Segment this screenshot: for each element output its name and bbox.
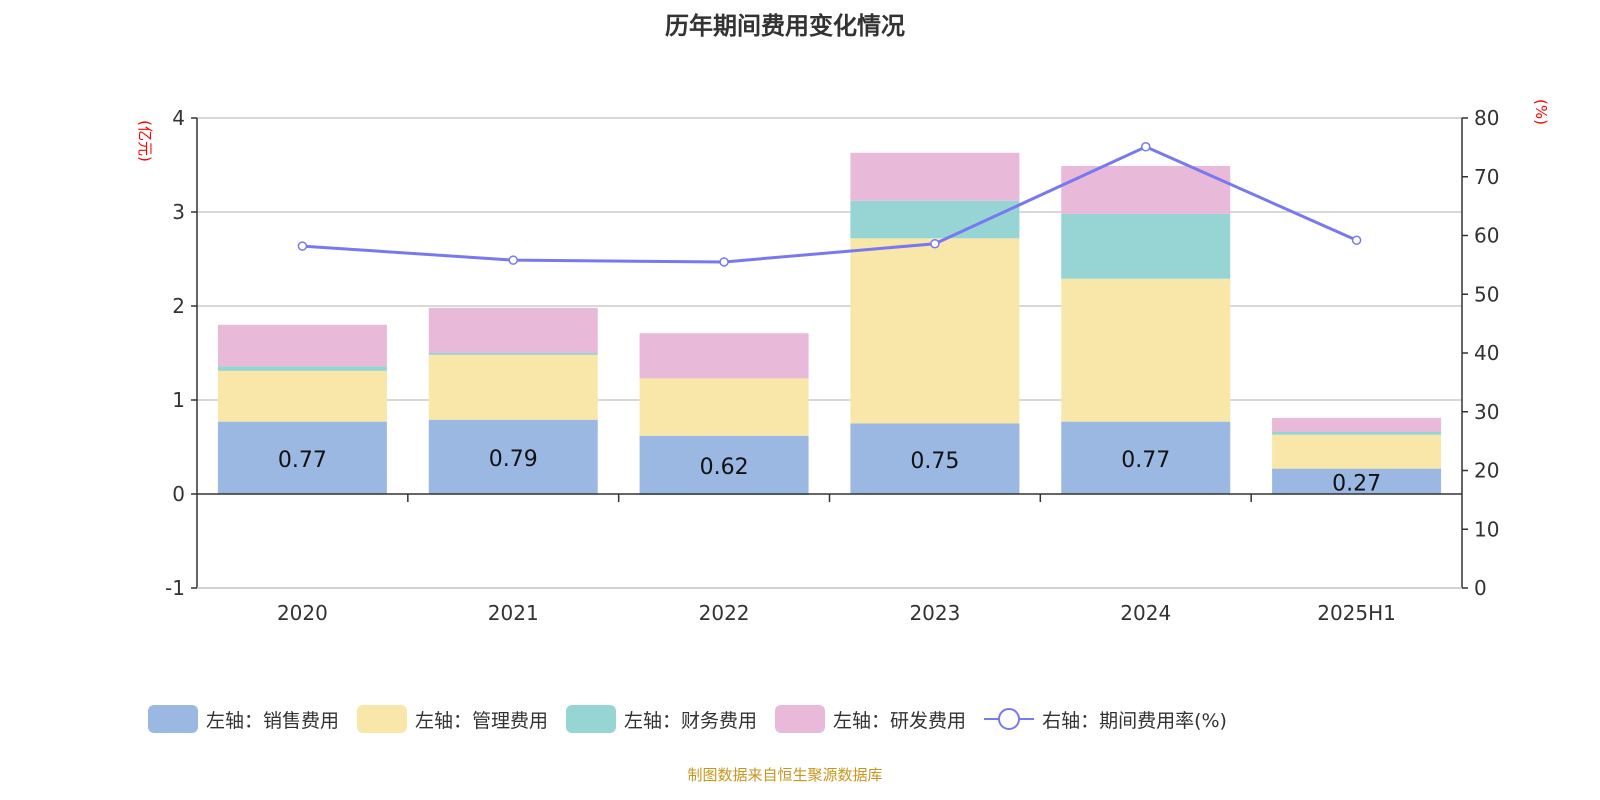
left-axis-label: (亿元): [136, 120, 154, 162]
right-tick-label: 70: [1474, 165, 1499, 189]
bar-segment: [217, 370, 387, 422]
x-tick-label: 2020: [277, 601, 328, 625]
bar-segment: [639, 378, 809, 436]
legend-item[interactable]: 左轴：销售费用: [148, 705, 339, 733]
left-tick-label: 3: [172, 200, 185, 224]
line-point: [930, 238, 940, 249]
x-tick-label: 2024: [1120, 601, 1171, 625]
right-tick-label: 10: [1474, 517, 1499, 541]
bar-data-label: 0.79: [489, 447, 538, 472]
right-tick-label: 80: [1474, 106, 1499, 130]
bar-segment: [1061, 278, 1231, 422]
legend-swatch: [357, 705, 408, 733]
legend-label: 左轴：研发费用: [833, 709, 967, 732]
bar-segment: [428, 353, 598, 355]
bar-data-label: 0.27: [1332, 471, 1381, 496]
right-tick-label: 0: [1474, 576, 1487, 600]
legend-swatch: [566, 705, 617, 733]
bar-segment: [1272, 431, 1442, 435]
x-tick-label: 2021: [488, 601, 539, 625]
x-tick-label: 2025H1: [1317, 601, 1396, 625]
legend-line-icon: [984, 708, 1035, 730]
bar-segment: [850, 200, 1020, 239]
legend-item[interactable]: 左轴：管理费用: [357, 705, 548, 733]
bar-segment: [1061, 421, 1231, 494]
bar-segment: [850, 152, 1020, 201]
bar-data-label: 0.77: [1121, 448, 1170, 473]
bar-segment: [1272, 468, 1442, 494]
legend-item[interactable]: 右轴：期间费用率(%): [984, 705, 1227, 733]
right-tick-label: 20: [1474, 459, 1499, 483]
line-series: [302, 145, 1358, 264]
right-axis-label: (%): [1532, 99, 1550, 125]
right-tick-label: 60: [1474, 224, 1499, 248]
right-tick-label: 40: [1474, 341, 1499, 365]
legend-label: 左轴：管理费用: [415, 709, 549, 732]
bar-data-label: 0.77: [278, 448, 327, 473]
legend-item[interactable]: 左轴：财务费用: [566, 705, 757, 733]
bar-segment: [1061, 213, 1231, 279]
bar-segment: [217, 324, 387, 367]
legend-item[interactable]: 左轴：研发费用: [775, 705, 966, 733]
line-point: [508, 255, 518, 265]
legend-swatch: [775, 705, 826, 733]
bar-segment: [428, 354, 598, 420]
left-tick-label: 1: [172, 388, 185, 412]
legend-label: 左轴：财务费用: [624, 709, 758, 732]
bar-segment: [217, 366, 387, 371]
left-tick-label: 4: [172, 106, 185, 130]
x-tick-label: 2022: [699, 601, 750, 625]
legend-label: 右轴：期间费用率(%): [1042, 709, 1227, 732]
bar-segment: [850, 238, 1020, 424]
bar-segment: [1272, 417, 1442, 432]
x-tick-label: 2023: [909, 601, 960, 625]
legend-label: 左轴：销售费用: [206, 709, 340, 732]
bar-segment: [217, 421, 387, 494]
bar-segment: [1272, 434, 1442, 469]
bar-data-label: 0.62: [700, 455, 749, 480]
line-point: [1351, 235, 1362, 245]
bar-segment: [850, 423, 1020, 494]
bar-segment: [428, 419, 598, 494]
chart-title: 历年期间费用变化情况: [665, 12, 905, 40]
right-tick-label: 30: [1474, 400, 1499, 424]
right-tick-label: 50: [1474, 282, 1499, 306]
bar-segment: [639, 333, 809, 379]
bar-segment: [428, 307, 598, 353]
line-point: [297, 241, 308, 251]
legend: 左轴：销售费用 左轴：管理费用 左轴：财务费用 左轴：研发费用 右轴：期间费用率(%): [148, 705, 1227, 733]
bar-segment: [639, 435, 809, 494]
left-tick-label: -1: [165, 576, 185, 600]
left-tick-label: 0: [172, 482, 185, 506]
legend-swatch: [148, 705, 198, 733]
left-tick-label: 2: [172, 294, 185, 318]
source-note: 制图数据来自恒生聚源数据库: [687, 766, 883, 784]
bar-data-label: 0.75: [910, 449, 959, 474]
line-point: [1141, 142, 1151, 152]
line-point: [719, 257, 729, 267]
